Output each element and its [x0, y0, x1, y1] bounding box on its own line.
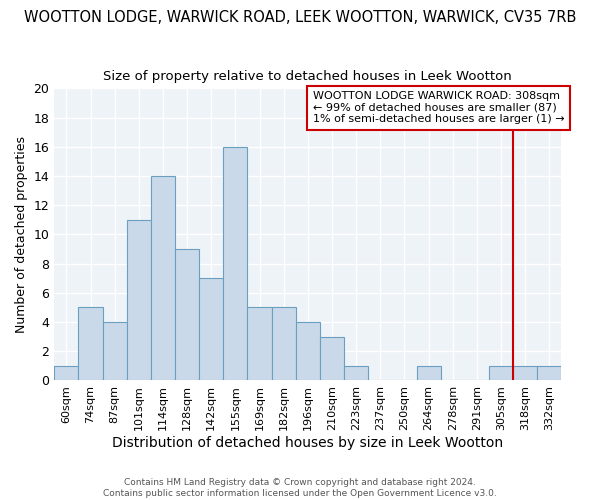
Y-axis label: Number of detached properties: Number of detached properties [15, 136, 28, 333]
Bar [79, 308, 103, 380]
Bar [199, 278, 223, 380]
Bar [151, 176, 175, 380]
Bar [54, 366, 79, 380]
Bar [223, 147, 247, 380]
Bar [272, 308, 296, 380]
Text: WOOTTON LODGE, WARWICK ROAD, LEEK WOOTTON, WARWICK, CV35 7RB: WOOTTON LODGE, WARWICK ROAD, LEEK WOOTTO… [24, 10, 576, 25]
Bar [489, 366, 513, 380]
Bar [344, 366, 368, 380]
Bar [127, 220, 151, 380]
X-axis label: Distribution of detached houses by size in Leek Wootton: Distribution of detached houses by size … [112, 436, 503, 450]
Bar [416, 366, 440, 380]
Bar [175, 249, 199, 380]
Bar [320, 336, 344, 380]
Bar [513, 366, 537, 380]
Text: Contains HM Land Registry data © Crown copyright and database right 2024.
Contai: Contains HM Land Registry data © Crown c… [103, 478, 497, 498]
Text: WOOTTON LODGE WARWICK ROAD: 308sqm
← 99% of detached houses are smaller (87)
1% : WOOTTON LODGE WARWICK ROAD: 308sqm ← 99%… [313, 92, 565, 124]
Bar [296, 322, 320, 380]
Title: Size of property relative to detached houses in Leek Wootton: Size of property relative to detached ho… [103, 70, 512, 83]
Bar [537, 366, 562, 380]
Bar [247, 308, 272, 380]
Bar [103, 322, 127, 380]
